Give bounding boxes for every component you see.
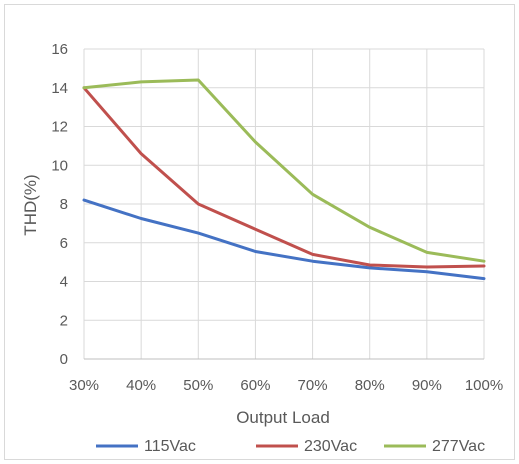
- x-tick-label: 70%: [298, 377, 328, 394]
- x-tick-label: 100%: [465, 377, 503, 394]
- y-tick-label: 2: [60, 312, 68, 329]
- y-tick-label: 16: [51, 41, 68, 58]
- series-line-115vac: [82, 198, 486, 281]
- x-tick-label: 80%: [355, 377, 385, 394]
- gridlines: [83, 48, 485, 359]
- legend-label: 230Vac: [304, 438, 357, 455]
- x-axis-title: Output Load: [236, 408, 330, 427]
- x-tick-label: 40%: [126, 377, 156, 394]
- x-tick-label: 30%: [69, 377, 99, 394]
- series-lines: [82, 78, 486, 281]
- legend-label: 277Vac: [432, 438, 485, 455]
- y-tick-label: 14: [51, 80, 68, 97]
- y-tick-label: 8: [60, 196, 68, 213]
- y-axis-title: THD(%): [21, 174, 40, 235]
- y-tick-label: 6: [60, 235, 68, 252]
- legend-item-230vac: 230Vac: [256, 438, 357, 455]
- y-tick-label: 0: [60, 351, 68, 368]
- y-tick-label: 10: [51, 157, 68, 174]
- series-line-230vac: [82, 86, 486, 269]
- x-tick-labels: 30% 40% 50% 60% 70% 80% 90% 100%: [69, 377, 503, 394]
- y-tick-labels: 0 2 4 6 8 10 12 14 16: [51, 41, 68, 368]
- y-tick-label: 12: [51, 119, 68, 136]
- x-tick-label: 50%: [183, 377, 213, 394]
- legend-label: 115Vac: [144, 438, 196, 455]
- legend-item-115vac: 115Vac: [96, 438, 196, 455]
- x-tick-label: 90%: [412, 377, 442, 394]
- x-tick-label: 60%: [240, 377, 270, 394]
- y-tick-label: 4: [60, 274, 68, 291]
- legend: 115Vac 230Vac 277Vac: [96, 438, 485, 455]
- series-line-277vac: [82, 78, 486, 263]
- legend-item-277vac: 277Vac: [384, 438, 485, 455]
